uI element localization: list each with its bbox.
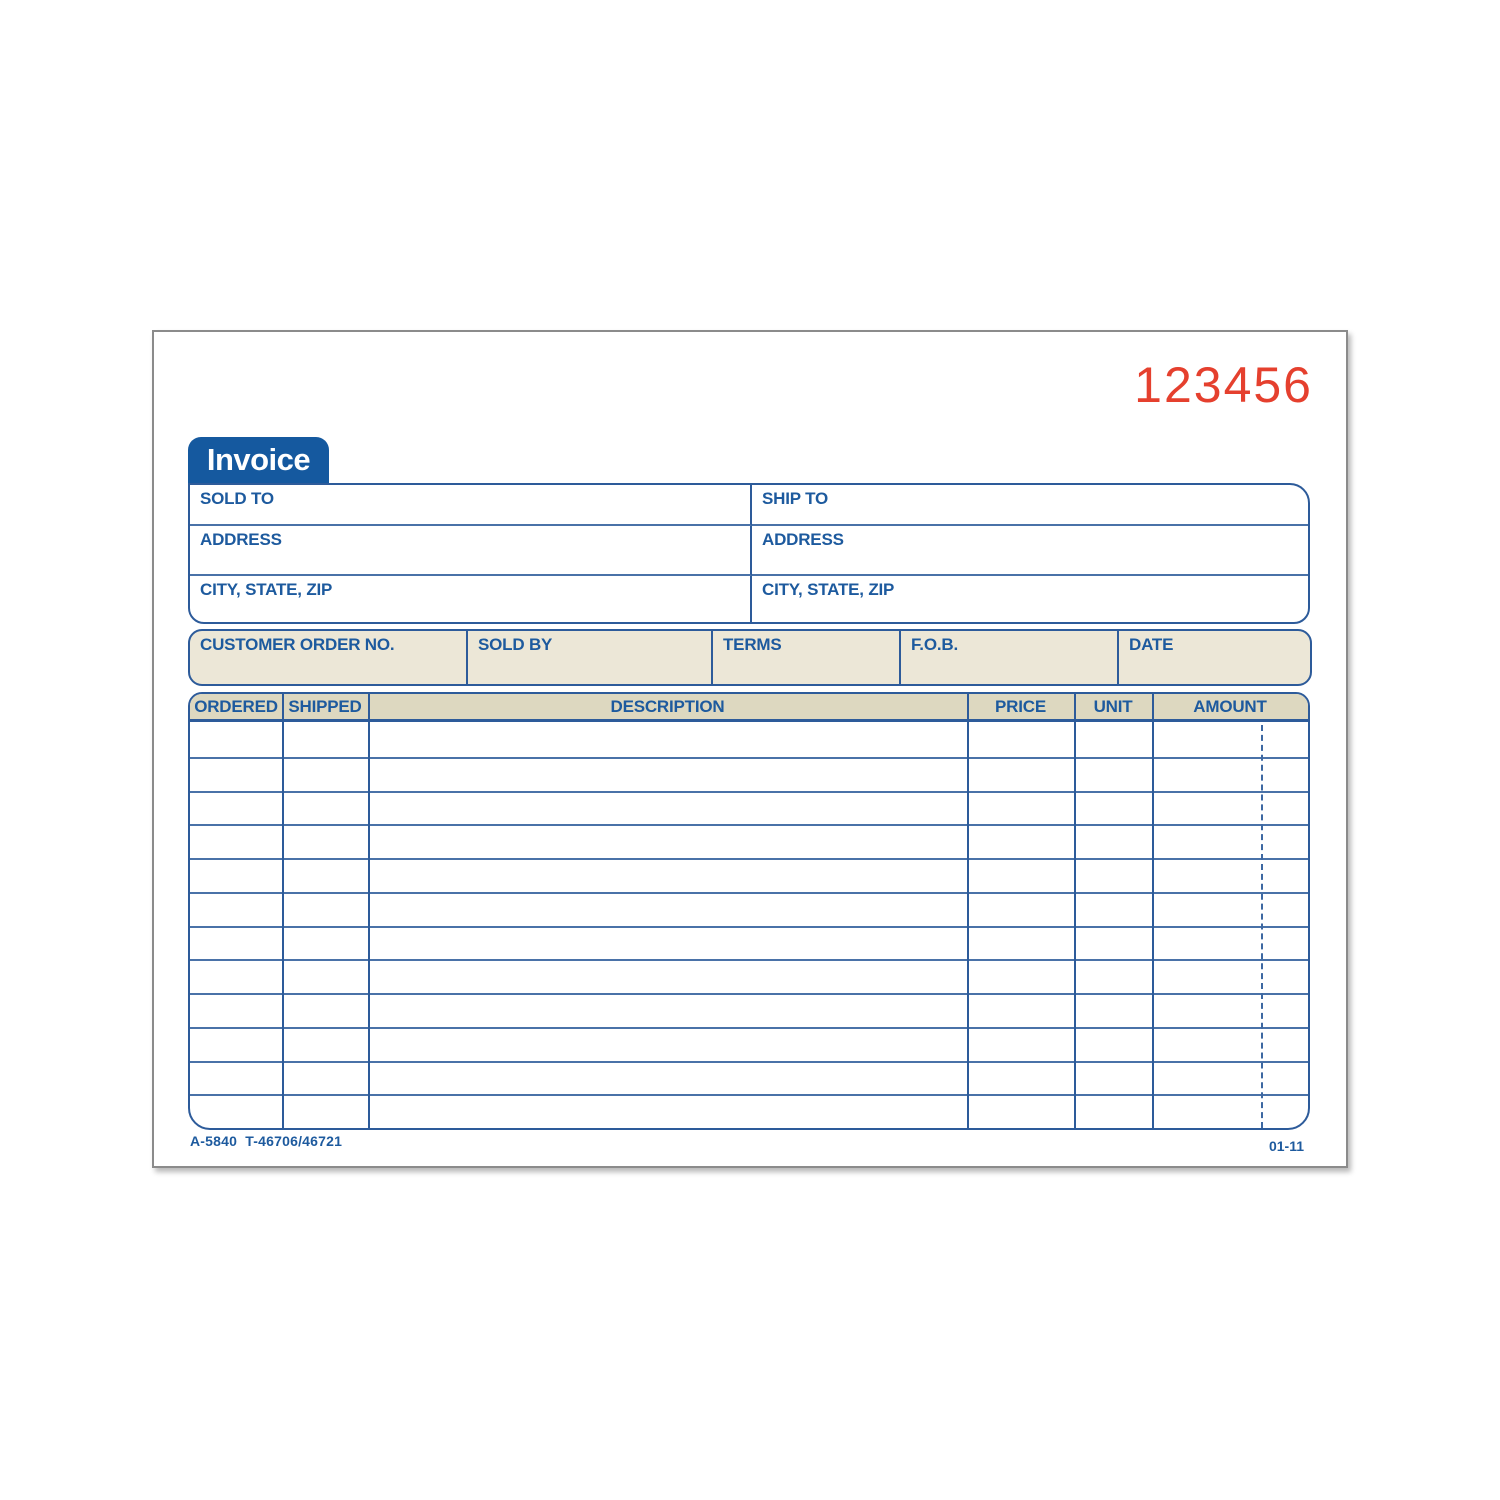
amount-cents-dashed-divider (1261, 725, 1263, 1128)
date-label: DATE (1129, 635, 1174, 654)
table-row (190, 1063, 1308, 1097)
table-row (190, 995, 1308, 1029)
order-details-band: CUSTOMER ORDER NO. SOLD BY TERMS F.O.B. … (188, 629, 1312, 686)
description-column-header: DESCRIPTION (610, 696, 725, 716)
customer-info-section: SOLD TO SHIP TO ADDRESS ADDRESS CITY, ST… (188, 483, 1310, 624)
table-row (190, 1096, 1308, 1128)
sold-to-address-field: ADDRESS (190, 526, 752, 576)
sold-to-field: SOLD TO (190, 485, 752, 526)
table-row (190, 793, 1308, 827)
table-row (190, 961, 1308, 995)
ship-to-city-state-zip-label: CITY, STATE, ZIP (762, 580, 895, 599)
terms-label: TERMS (723, 635, 782, 654)
table-row (190, 725, 1308, 759)
form-revision-date: 01-11 (1268, 1138, 1304, 1154)
table-row (190, 860, 1308, 894)
ship-to-field: SHIP TO (752, 485, 1308, 526)
column-divider-unit-amount (1152, 694, 1154, 1128)
date-field: DATE (1117, 631, 1310, 684)
line-items-header-row: ORDERED SHIPPED DESCRIPTION PRICE UNIT A… (190, 694, 1308, 722)
sold-to-city-state-zip-label: CITY, STATE, ZIP (200, 580, 333, 599)
sold-to-label: SOLD TO (200, 489, 274, 508)
column-divider-price-unit (1074, 694, 1076, 1128)
sold-to-city-state-zip-field: CITY, STATE, ZIP (190, 576, 752, 622)
amount-column-header: AMOUNT (1193, 696, 1267, 716)
ship-to-address-field: ADDRESS (752, 526, 1308, 576)
shipped-column-header: SHIPPED (288, 696, 362, 716)
line-items-body (190, 725, 1308, 1128)
fob-field: F.O.B. (899, 631, 1117, 684)
ordered-column-header: ORDERED (194, 696, 278, 716)
table-row (190, 759, 1308, 793)
invoice-form-page: 123456 Invoice SOLD TO SHIP TO ADDRESS A… (152, 330, 1348, 1168)
table-row (190, 1029, 1308, 1063)
fob-label: F.O.B. (911, 635, 958, 654)
form-part-number: A-5840 T-46706/46721 (190, 1133, 343, 1149)
column-divider-ordered-shipped (282, 694, 284, 1128)
column-divider-description-price (967, 694, 969, 1128)
ship-to-address-label: ADDRESS (762, 530, 844, 549)
table-row (190, 826, 1308, 860)
invoice-serial-number: 123456 (1134, 357, 1313, 413)
invoice-title: Invoice (206, 441, 311, 477)
sold-by-field: SOLD BY (466, 631, 711, 684)
customer-order-no-label: CUSTOMER ORDER NO. (200, 635, 395, 654)
line-items-table: ORDERED SHIPPED DESCRIPTION PRICE UNIT A… (188, 692, 1310, 1130)
ship-to-label: SHIP TO (762, 489, 828, 508)
sold-to-address-label: ADDRESS (200, 530, 282, 549)
ship-to-city-state-zip-field: CITY, STATE, ZIP (752, 576, 1308, 622)
invoice-title-tab: Invoice (188, 437, 329, 485)
column-divider-shipped-description (368, 694, 370, 1128)
customer-order-no-field: CUSTOMER ORDER NO. (190, 631, 466, 684)
terms-field: TERMS (711, 631, 899, 684)
sold-by-label: SOLD BY (478, 635, 553, 654)
table-row (190, 894, 1308, 928)
unit-column-header: UNIT (1093, 696, 1133, 716)
table-row (190, 928, 1308, 962)
price-column-header: PRICE (995, 696, 1046, 716)
